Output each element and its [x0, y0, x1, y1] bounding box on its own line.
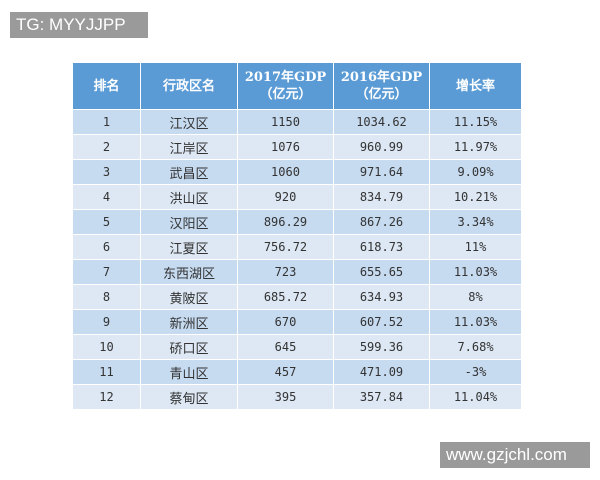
- district-cell: 新洲区: [140, 309, 238, 335]
- gdp-2017-cell: 1076: [237, 134, 334, 160]
- growth-cell: 10.21%: [429, 184, 522, 210]
- header-district: 行政区名: [140, 62, 238, 110]
- rank-cell: 3: [72, 159, 141, 185]
- gdp-2017-cell: 723: [237, 259, 334, 285]
- gdp-2017-cell: 756.72: [237, 234, 334, 260]
- district-cell: 江岸区: [140, 134, 238, 160]
- district-cell: 洪山区: [140, 184, 238, 210]
- gdp-2016-cell: 618.73: [333, 234, 430, 260]
- growth-cell: 11%: [429, 234, 522, 260]
- watermark-bottom-right: www.gzjchl.com: [440, 442, 590, 468]
- gdp-2016-cell: 607.52: [333, 309, 430, 335]
- table-row: 6 江夏区 756.72 618.73 11%: [72, 234, 522, 260]
- gdp-2016-cell: 960.99: [333, 134, 430, 160]
- rank-cell: 11: [72, 359, 141, 385]
- district-cell: 江夏区: [140, 234, 238, 260]
- gdp-2016-cell: 655.65: [333, 259, 430, 285]
- gdp-2016-cell: 471.09: [333, 359, 430, 385]
- district-cell: 东西湖区: [140, 259, 238, 285]
- table-header-row: 排名 行政区名 2017年GDP（亿元） 2016年GDP（亿元） 增长率: [72, 62, 522, 110]
- table-row: 1 江汉区 1150 1034.62 11.15%: [72, 109, 522, 135]
- gdp-2017-cell: 920: [237, 184, 334, 210]
- table-row: 12 蔡甸区 395 357.84 11.04%: [72, 384, 522, 410]
- growth-cell: 11.97%: [429, 134, 522, 160]
- gdp-2016-cell: 634.93: [333, 284, 430, 310]
- growth-cell: 3.34%: [429, 209, 522, 235]
- table-row: 7 东西湖区 723 655.65 11.03%: [72, 259, 522, 285]
- gdp-2017-cell: 457: [237, 359, 334, 385]
- rank-cell: 4: [72, 184, 141, 210]
- gdp-2017-cell: 896.29: [237, 209, 334, 235]
- growth-cell: 11.15%: [429, 109, 522, 135]
- growth-cell: 8%: [429, 284, 522, 310]
- rank-cell: 2: [72, 134, 141, 160]
- header-gdp-2016: 2016年GDP（亿元）: [333, 62, 430, 110]
- gdp-2017-cell: 685.72: [237, 284, 334, 310]
- table-row: 9 新洲区 670 607.52 11.03%: [72, 309, 522, 335]
- gdp-2016-cell: 599.36: [333, 334, 430, 360]
- growth-cell: 11.03%: [429, 259, 522, 285]
- district-cell: 青山区: [140, 359, 238, 385]
- gdp-2017-cell: 645: [237, 334, 334, 360]
- table-row: 10 硚口区 645 599.36 7.68%: [72, 334, 522, 360]
- header-gdp-2017: 2017年GDP（亿元）: [237, 62, 334, 110]
- gdp-2017-cell: 670: [237, 309, 334, 335]
- table-row: 4 洪山区 920 834.79 10.21%: [72, 184, 522, 210]
- header-growth: 增长率: [429, 62, 522, 110]
- table-row: 2 江岸区 1076 960.99 11.97%: [72, 134, 522, 160]
- district-cell: 蔡甸区: [140, 384, 238, 410]
- rank-cell: 9: [72, 309, 141, 335]
- district-cell: 汉阳区: [140, 209, 238, 235]
- growth-cell: -3%: [429, 359, 522, 385]
- table-row: 5 汉阳区 896.29 867.26 3.34%: [72, 209, 522, 235]
- gdp-2017-cell: 1060: [237, 159, 334, 185]
- rank-cell: 10: [72, 334, 141, 360]
- table-row: 3 武昌区 1060 971.64 9.09%: [72, 159, 522, 185]
- table-row: 11 青山区 457 471.09 -3%: [72, 359, 522, 385]
- district-cell: 江汉区: [140, 109, 238, 135]
- district-cell: 黄陂区: [140, 284, 238, 310]
- rank-cell: 6: [72, 234, 141, 260]
- gdp-2016-cell: 867.26: [333, 209, 430, 235]
- gdp-2016-cell: 971.64: [333, 159, 430, 185]
- gdp-2016-cell: 357.84: [333, 384, 430, 410]
- gdp-2017-cell: 395: [237, 384, 334, 410]
- gdp-2016-cell: 834.79: [333, 184, 430, 210]
- growth-cell: 7.68%: [429, 334, 522, 360]
- rank-cell: 8: [72, 284, 141, 310]
- rank-cell: 12: [72, 384, 141, 410]
- gdp-2016-cell: 1034.62: [333, 109, 430, 135]
- district-cell: 硚口区: [140, 334, 238, 360]
- watermark-top-left: TG: MYYJJPP: [10, 12, 148, 38]
- rank-cell: 1: [72, 109, 141, 135]
- table-row: 8 黄陂区 685.72 634.93 8%: [72, 284, 522, 310]
- header-rank: 排名: [72, 62, 141, 110]
- growth-cell: 11.04%: [429, 384, 522, 410]
- rank-cell: 5: [72, 209, 141, 235]
- rank-cell: 7: [72, 259, 141, 285]
- growth-cell: 9.09%: [429, 159, 522, 185]
- growth-cell: 11.03%: [429, 309, 522, 335]
- gdp-2017-cell: 1150: [237, 109, 334, 135]
- district-cell: 武昌区: [140, 159, 238, 185]
